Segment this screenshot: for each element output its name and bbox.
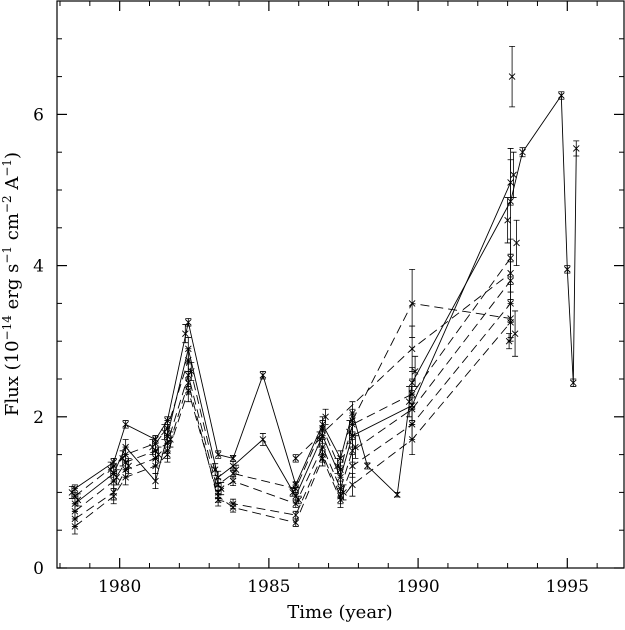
y-tick-label: 2 xyxy=(33,408,44,428)
error-bar xyxy=(122,469,129,486)
x-tick-label: 1990 xyxy=(396,577,439,597)
error-bar xyxy=(182,324,189,344)
error-bar xyxy=(167,431,174,448)
error-bar xyxy=(346,420,353,444)
error-bar xyxy=(394,492,401,498)
error-bar xyxy=(230,502,237,513)
error-bar xyxy=(319,450,326,467)
error-bar xyxy=(125,457,132,474)
error-bar xyxy=(507,299,514,338)
error-bar xyxy=(349,473,356,497)
y-title-mid2: cm xyxy=(2,213,23,246)
error-bar xyxy=(110,488,117,505)
error-bar xyxy=(218,482,225,496)
y-title-suffix: ) xyxy=(2,152,23,159)
y-title-exp1: −14 xyxy=(0,315,14,341)
plot-frame xyxy=(56,0,625,569)
y-title-mid1: erg s xyxy=(2,264,23,315)
y-title-exp4: −1 xyxy=(0,159,14,177)
error-bar xyxy=(152,457,159,474)
error-bar xyxy=(513,219,520,266)
error-bar xyxy=(185,378,192,403)
series-line xyxy=(74,257,511,497)
error-bar xyxy=(504,197,511,244)
error-bar xyxy=(409,268,416,338)
error-bar xyxy=(322,408,329,425)
x-axis-title: Time (year) xyxy=(287,602,392,623)
error-bar xyxy=(507,159,514,206)
series-line xyxy=(74,303,511,520)
error-bar xyxy=(152,473,159,490)
error-bar xyxy=(406,386,413,418)
error-bar xyxy=(570,378,577,387)
error-bar xyxy=(292,518,299,527)
x-tick-label: 1985 xyxy=(247,577,290,597)
error-bar xyxy=(412,355,419,387)
y-title-mid3: A xyxy=(2,176,23,196)
major-ticks xyxy=(57,1,624,569)
y-tick-label: 4 xyxy=(33,257,44,277)
error-bar xyxy=(188,361,195,381)
error-bar xyxy=(295,495,302,505)
minor-ticks xyxy=(57,0,624,568)
series-line xyxy=(74,94,577,496)
error-bar xyxy=(512,310,519,357)
error-bar xyxy=(364,462,371,470)
y-title-exp3: −2 xyxy=(0,195,14,213)
error-bar xyxy=(122,420,129,429)
points-layer xyxy=(68,45,520,507)
series-line xyxy=(74,280,511,512)
error-bar xyxy=(259,371,266,380)
error-bar xyxy=(161,423,168,440)
error-bar xyxy=(292,454,299,463)
error-bar xyxy=(507,253,514,293)
error-bar xyxy=(334,457,341,474)
error-bar xyxy=(74,493,81,507)
error-bar xyxy=(215,450,222,459)
error-bar xyxy=(409,423,416,455)
series-layer xyxy=(71,91,580,535)
error-bar xyxy=(155,446,162,463)
error-bar xyxy=(337,461,344,478)
x-tick-labels: 1980 1985 1990 1995 xyxy=(98,577,589,597)
error-bar xyxy=(71,518,78,535)
error-bar xyxy=(316,431,323,448)
error-bar xyxy=(212,463,219,477)
error-bar xyxy=(509,45,516,108)
error-bar xyxy=(519,147,526,158)
error-bar xyxy=(113,469,120,486)
error-bar xyxy=(340,484,347,501)
error-bar xyxy=(233,464,240,475)
error-bar xyxy=(149,439,156,455)
y-tick-label: 0 xyxy=(33,559,44,579)
error-bar xyxy=(558,91,565,100)
x-tick-label: 1995 xyxy=(546,577,589,597)
y-axis-title: Flux (10−14 erg s−1 cm−2 A−1) xyxy=(0,152,23,416)
error-bar xyxy=(564,265,571,274)
error-bar xyxy=(107,461,114,478)
error-bar xyxy=(573,140,580,157)
y-tick-labels: 0 2 4 6 xyxy=(33,105,44,579)
y-tick-label: 6 xyxy=(33,105,44,125)
error-bar xyxy=(230,476,237,486)
error-bar xyxy=(259,433,266,446)
error-bar xyxy=(68,485,75,499)
error-bar xyxy=(352,435,359,459)
y-title-exp2: −1 xyxy=(0,246,14,264)
error-bar xyxy=(119,450,126,467)
error-bar xyxy=(510,151,517,198)
x-tick-label: 1980 xyxy=(98,577,141,597)
error-bar xyxy=(289,488,296,497)
y-title-prefix: Flux (10 xyxy=(2,340,23,416)
error-bar xyxy=(506,333,513,350)
